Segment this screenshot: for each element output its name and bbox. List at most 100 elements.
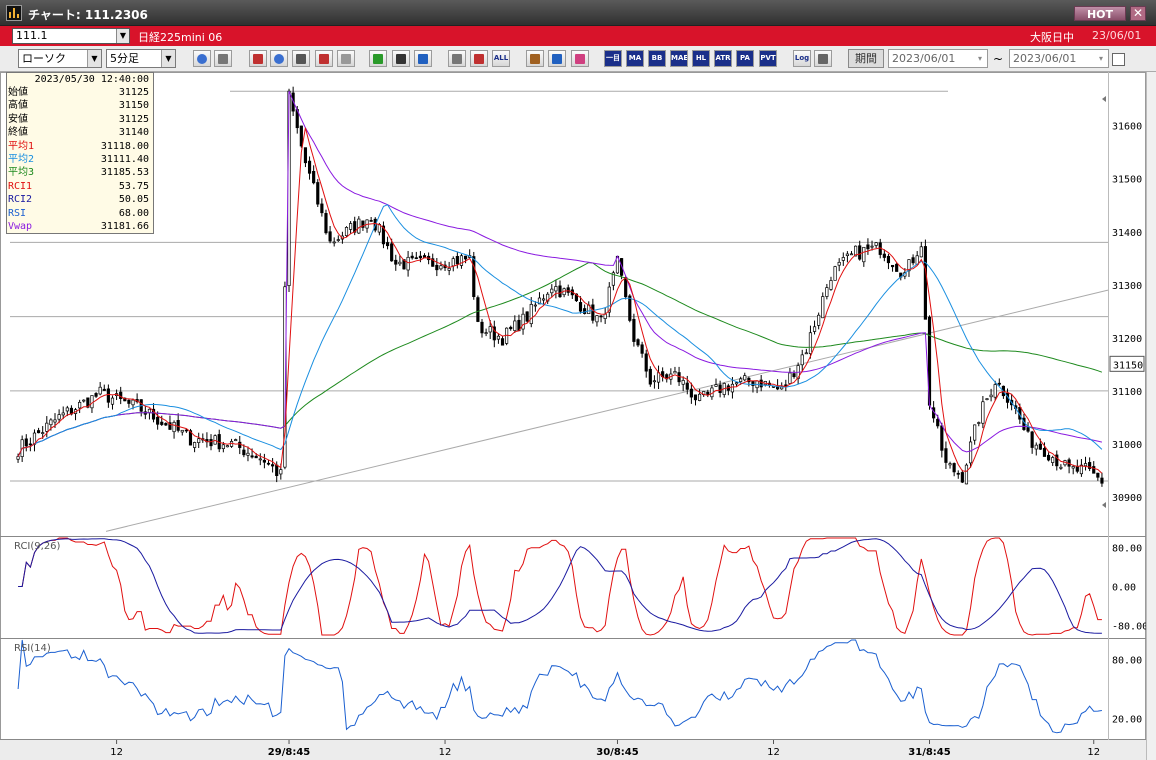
magnify-tool-button[interactable]: [270, 50, 288, 67]
candle-body: [246, 452, 250, 456]
candle-tool-button[interactable]: [249, 50, 267, 67]
candle-body: [168, 422, 172, 430]
calendar-icon[interactable]: ▾: [1098, 54, 1103, 63]
candle-body: [923, 246, 927, 320]
undo-tool-button[interactable]: [414, 50, 432, 67]
date-to-field[interactable]: 2023/06/01 ▾: [1009, 49, 1109, 68]
chart-type-value: ローソク: [22, 52, 66, 65]
scroll-marker-icon: [1102, 96, 1106, 102]
palette-tool-button[interactable]: [571, 50, 589, 67]
swap-tool-button[interactable]: [315, 50, 333, 67]
range-separator: ~: [993, 52, 1004, 66]
session-label: 大阪日中: [1030, 31, 1074, 44]
save-tool-button[interactable]: [814, 50, 832, 67]
scroll-marker-icon: [1102, 502, 1106, 508]
chevron-down-icon[interactable]: ▼: [161, 50, 175, 67]
candle-body: [369, 220, 373, 222]
gear-tool-button[interactable]: [526, 50, 544, 67]
candle-body: [525, 311, 529, 322]
price-tick-label: 31100: [1112, 387, 1142, 398]
candle-body: [537, 297, 542, 305]
save-icon: [818, 54, 828, 64]
hot-badge-button[interactable]: HOT: [1074, 6, 1126, 21]
pvt-tool-button[interactable]: PVT: [759, 50, 777, 67]
split-tool-button[interactable]: [214, 50, 232, 67]
multi-tool-button[interactable]: [448, 50, 466, 67]
para-tool-button[interactable]: PA RA: [736, 50, 754, 67]
candle-body: [106, 388, 110, 403]
ichimoku-tool-button[interactable]: 一目: [604, 50, 622, 67]
candle-body: [578, 302, 583, 312]
candle-body: [455, 255, 459, 265]
chart-type-select[interactable]: ローソク ▼: [18, 49, 102, 68]
chevron-down-icon[interactable]: ▼: [116, 29, 129, 43]
info-label: 高値: [8, 100, 28, 112]
current-price-label: 31150: [1113, 360, 1143, 371]
info-label: 終値: [8, 127, 28, 139]
range-checkbox[interactable]: [1112, 53, 1125, 66]
bars-tool-button[interactable]: [292, 50, 310, 67]
hl-tool-button[interactable]: HL: [692, 50, 710, 67]
chart-toolbar: ローソク ▼ 5分足 ▼ ALL 一目 MA BB MAE HL ATR PA RA PVT Lo…: [0, 46, 1156, 72]
info-value: 31140: [118, 127, 149, 139]
candle-body: [603, 313, 607, 319]
log-tool-label: Log: [794, 54, 810, 62]
zoom-tool-button[interactable]: [193, 50, 211, 67]
candle-body: [110, 397, 115, 405]
chevron-down-icon[interactable]: ▼: [87, 50, 101, 67]
candle-body: [821, 296, 825, 319]
pen-icon: [373, 54, 383, 64]
symbol-code: 111.1: [16, 29, 48, 42]
info-row: 安値 31125: [7, 113, 153, 126]
info-label: 平均1: [8, 140, 35, 152]
info-tool-button[interactable]: [337, 50, 355, 67]
symbol-select[interactable]: 111.1 ▼: [12, 28, 130, 44]
mae-tool-button[interactable]: MAE: [670, 50, 688, 67]
info-label: 平均2: [8, 153, 35, 165]
candle-body: [808, 332, 813, 355]
candle-body: [160, 421, 164, 425]
info-value: 31181.66: [100, 220, 149, 232]
wrench-icon: [552, 54, 562, 64]
atr-tool-button[interactable]: ATR: [714, 50, 732, 67]
candle-body: [242, 449, 246, 456]
ma-tool-button[interactable]: MA: [626, 50, 644, 67]
interval-select[interactable]: 5分足 ▼: [106, 49, 176, 68]
cross-tool-button[interactable]: [470, 50, 488, 67]
candle-body: [41, 432, 45, 434]
candle-body: [119, 391, 123, 399]
candle-body: [303, 147, 308, 164]
candle-body: [431, 258, 435, 267]
calendar-icon[interactable]: ▾: [977, 54, 982, 63]
date-from-field[interactable]: 2023/06/01 ▾: [888, 49, 988, 68]
bb-tool-button[interactable]: BB: [648, 50, 666, 67]
candle-body: [874, 242, 878, 246]
close-button[interactable]: ✕: [1130, 6, 1146, 21]
wrench-tool-button[interactable]: [548, 50, 566, 67]
log-tool-button[interactable]: Log: [793, 50, 811, 67]
candle-body: [36, 430, 41, 434]
candle-body: [804, 352, 808, 355]
rci-tick-label: 80.00: [1112, 544, 1142, 555]
candle-body: [49, 419, 53, 426]
info-row: Vwap 31181.66: [7, 220, 153, 233]
candle-body: [184, 429, 188, 432]
candle-body: [156, 416, 160, 425]
chart-svg[interactable]: 30900 31000 31100 31200 31300 31400 31500 31600…: [0, 72, 1146, 760]
candle-body: [418, 255, 422, 259]
all-tool-button[interactable]: ALL: [492, 50, 510, 67]
cursor-tool-button[interactable]: [392, 50, 410, 67]
pen-tool-button[interactable]: [369, 50, 387, 67]
candle-body: [546, 293, 550, 302]
candle-body: [989, 394, 993, 398]
rsi-line: [17, 639, 1102, 734]
candle-body: [193, 442, 197, 448]
candle-body: [414, 257, 418, 260]
candle-body: [845, 253, 849, 256]
info-value: 31111.40: [100, 153, 149, 165]
candle-body: [312, 170, 316, 184]
chart-area[interactable]: 30900 31000 31100 31200 31300 31400 31500 31600…: [0, 72, 1156, 760]
info-value: 68.00: [118, 207, 149, 219]
right-scrollbar[interactable]: [1146, 72, 1156, 760]
period-button[interactable]: 期間: [848, 49, 884, 68]
